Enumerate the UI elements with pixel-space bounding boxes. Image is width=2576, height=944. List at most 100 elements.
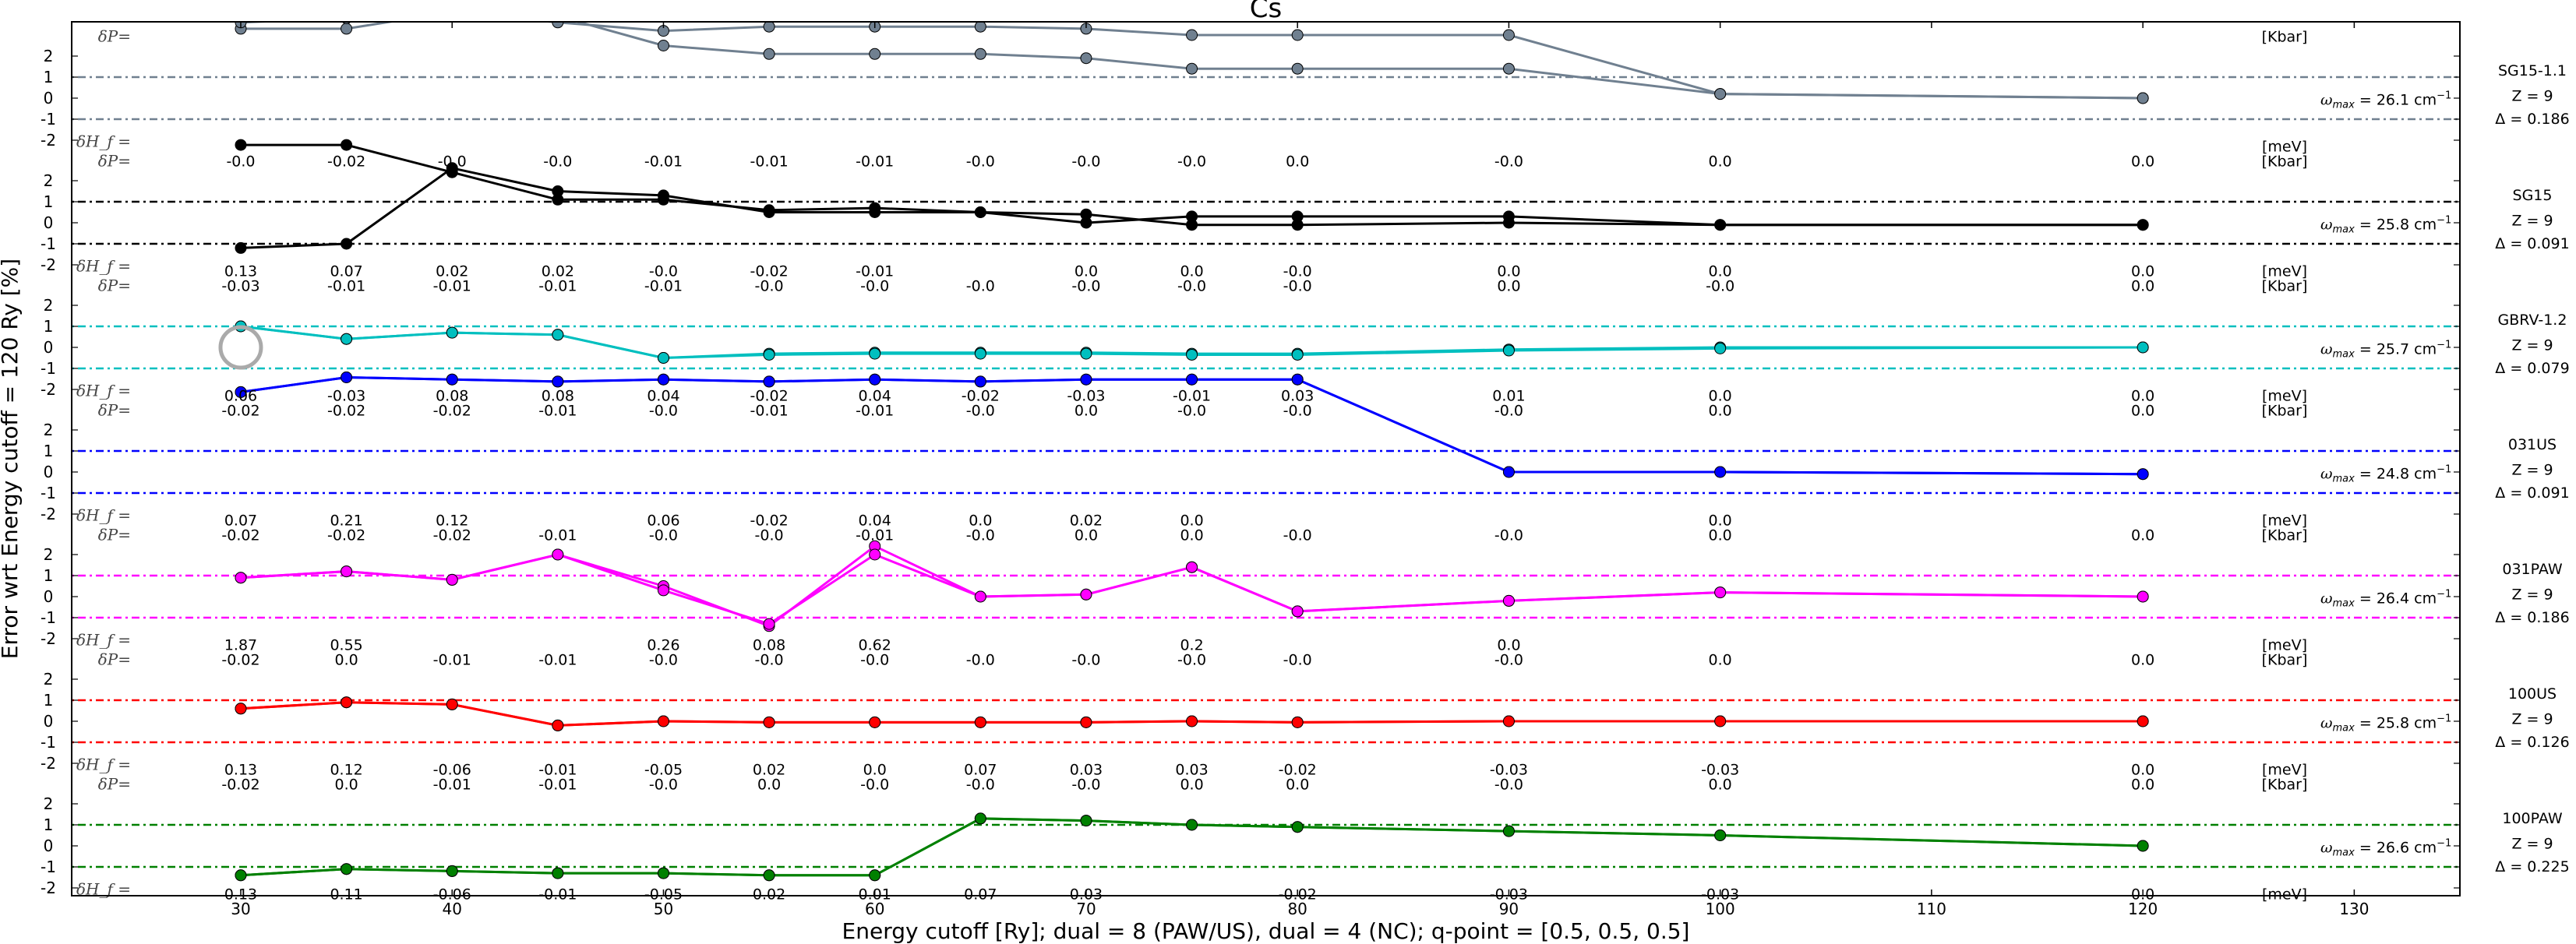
data-point xyxy=(2137,341,2149,354)
dh-value: -0.0 xyxy=(1283,263,1312,280)
dp-value: -0.0 xyxy=(860,777,889,794)
dp-value: -0.01 xyxy=(856,153,894,171)
dh-label: δH_f = xyxy=(76,506,131,525)
data-point xyxy=(2137,840,2149,852)
dp-label: δP= xyxy=(98,775,131,794)
y-tick-label: -1 xyxy=(41,359,56,378)
panel-name: 031PAW xyxy=(2502,561,2562,578)
omega-max: ωmax = 26.1 cm−1 xyxy=(2320,90,2451,111)
panel-sg15-1-1 xyxy=(72,22,2460,121)
dh-value: 0.12 xyxy=(436,513,468,530)
dp-value: -0.0 xyxy=(755,278,784,295)
y-tick-label: 0 xyxy=(44,213,54,232)
data-point xyxy=(1291,62,1304,75)
unit-kbar: [Kbar] xyxy=(2262,652,2308,669)
dh-value: 0.0 xyxy=(1709,263,1732,280)
dp-value: -0.02 xyxy=(327,153,365,171)
data-point xyxy=(1714,830,1727,841)
dh-value: 0.12 xyxy=(330,762,362,779)
y-tick-label: -1 xyxy=(41,110,56,129)
dh-value: 0.0 xyxy=(2131,263,2154,280)
data-point xyxy=(1502,62,1515,75)
data-point xyxy=(341,333,353,345)
unit-mev: [meV] xyxy=(2262,637,2307,654)
dp-value: 0.0 xyxy=(2131,153,2154,171)
data-point xyxy=(1291,605,1304,618)
dh-value: 0.01 xyxy=(1492,388,1525,405)
dh-value: 0.07 xyxy=(330,263,362,280)
dp-value: -0.0 xyxy=(1071,153,1100,171)
series-line xyxy=(240,22,2144,100)
dh-value: 0.03 xyxy=(1175,762,1208,779)
series-line xyxy=(240,553,2144,625)
dh-value: 0.0 xyxy=(1497,637,1520,654)
dh-value: 0.07 xyxy=(224,513,257,530)
data-point xyxy=(1502,210,1515,223)
panel-delta: Δ = 0.186 xyxy=(2495,609,2569,626)
unit-mev: [meV] xyxy=(2262,513,2307,530)
data-point xyxy=(974,48,986,60)
panel-name: 100US xyxy=(2508,685,2557,703)
dh-value: 0.08 xyxy=(753,637,785,654)
dh-value: -0.03 xyxy=(1490,886,1528,903)
panel-name: GBRV-1.2 xyxy=(2498,312,2567,329)
dh-value: -0.03 xyxy=(1701,762,1739,779)
y-tick-label: -2 xyxy=(41,754,56,773)
dp-value: 0.0 xyxy=(1709,403,1732,420)
data-point xyxy=(446,865,458,877)
dp-value: 0.0 xyxy=(1180,527,1203,544)
dp-value: -0.01 xyxy=(433,652,471,669)
panel-labels-100paw: 210-1-2δP=δH_f =-0.02 0.0 -0.01 -0.01 -0.0 0.… xyxy=(41,775,2570,903)
data-point xyxy=(1080,588,1092,601)
dh-value: 0.03 xyxy=(1281,388,1314,405)
data-point xyxy=(235,869,247,882)
dp-value: -0.0 xyxy=(1071,278,1100,295)
y-tick-label: 1 xyxy=(44,442,54,460)
series-line xyxy=(240,701,2144,727)
data-point xyxy=(657,584,669,597)
dp-value: 0.0 xyxy=(1075,403,1098,420)
series-line xyxy=(240,143,2144,227)
panel-z: Z = 9 xyxy=(2511,336,2553,354)
data-point xyxy=(446,573,458,586)
data-point xyxy=(763,22,775,33)
unit-kbar: [Kbar] xyxy=(2262,527,2308,544)
dh-value: 0.02 xyxy=(436,263,468,280)
data-point xyxy=(763,48,775,60)
dp-value: -0.0 xyxy=(966,777,995,794)
data-point xyxy=(657,352,669,364)
panel-labels-sg15: 2 1 0 -1 -2 δP= δH_f = -0.0 -0.02 -0.0 -0.0 -0.01 -0… xyxy=(41,152,2570,280)
dh-value: -0.02 xyxy=(750,263,789,280)
data-point xyxy=(974,716,986,728)
dp-label: δP= xyxy=(98,27,131,46)
data-point xyxy=(763,869,775,882)
dp-label: δP= xyxy=(98,526,131,544)
data-point xyxy=(974,590,986,603)
data-point xyxy=(2137,92,2149,104)
data-point xyxy=(763,618,775,630)
data-point xyxy=(341,696,353,709)
dh-value: 0.0 xyxy=(1075,263,1098,280)
dh-label: δH_f = xyxy=(76,631,131,650)
dp-value: -0.01 xyxy=(538,777,577,794)
dp-value: -0.0 xyxy=(1494,777,1523,794)
panel-labels-031us: 2 1 0 -1 -2 δP= δH_f = -0.02 -0.02 -0.02 -0.01 -0.0… xyxy=(41,401,2570,530)
y-tick-label: -1 xyxy=(41,733,56,752)
dh-value: 0.2 xyxy=(1180,637,1203,654)
dh-label: δH_f = xyxy=(76,756,131,774)
dp-value: -0.0 xyxy=(966,652,995,669)
data-point xyxy=(1186,348,1198,361)
data-point xyxy=(446,326,458,339)
dp-value: -0.01 xyxy=(538,652,577,669)
y-tick-label: 0 xyxy=(44,712,54,731)
data-point xyxy=(341,372,353,383)
dh-value: -0.01 xyxy=(1173,388,1211,405)
data-point xyxy=(657,40,669,51)
data-point xyxy=(657,373,669,386)
y-tick-label: -2 xyxy=(41,255,56,274)
dp-value: 0.0 xyxy=(1180,777,1203,794)
panel-labels-sg15-1-1: 2 1 0 -1 -2 δP= δH_f = [Kbar] [meV] ωmax = 26.1 c… xyxy=(41,27,2570,156)
dp-value: -0.0 xyxy=(1177,403,1206,420)
